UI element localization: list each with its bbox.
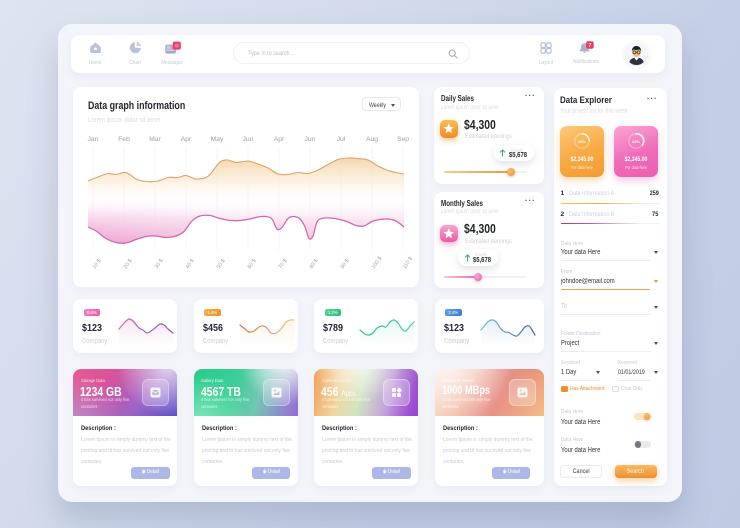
svg-text:100 $: 100 $ — [371, 256, 384, 271]
svg-text:40 $: 40 $ — [185, 258, 196, 270]
svg-text:60 $: 60 $ — [247, 258, 258, 270]
svg-text:70 $: 70 $ — [278, 258, 289, 270]
svg-text:50 $: 50 $ — [216, 258, 227, 270]
svg-text:Jun: Jun — [305, 136, 316, 143]
svg-text:10 $: 10 $ — [92, 258, 103, 270]
svg-text:May: May — [211, 136, 224, 143]
svg-text:90 $: 90 $ — [340, 258, 351, 270]
svg-text:Apr: Apr — [274, 136, 285, 143]
svg-text:Mar: Mar — [149, 136, 161, 143]
svg-text:7: 7 — [588, 43, 591, 49]
svg-text:Jul: Jul — [337, 136, 346, 143]
svg-text:30 $: 30 $ — [154, 258, 165, 270]
svg-text:110 $: 110 $ — [402, 256, 414, 270]
svg-text:Apr: Apr — [181, 136, 192, 143]
svg-text:22%: 22% — [631, 138, 639, 143]
svg-text:Feb: Feb — [118, 136, 130, 143]
svg-text:Jan: Jan — [88, 136, 99, 143]
svg-text:Aug: Aug — [366, 136, 378, 143]
svg-text:20 $: 20 $ — [123, 258, 134, 270]
svg-text:Sep: Sep — [397, 136, 409, 143]
svg-text:28%: 28% — [578, 138, 586, 143]
svg-text:Jun: Jun — [243, 136, 254, 143]
svg-text:80 $: 80 $ — [309, 258, 320, 270]
